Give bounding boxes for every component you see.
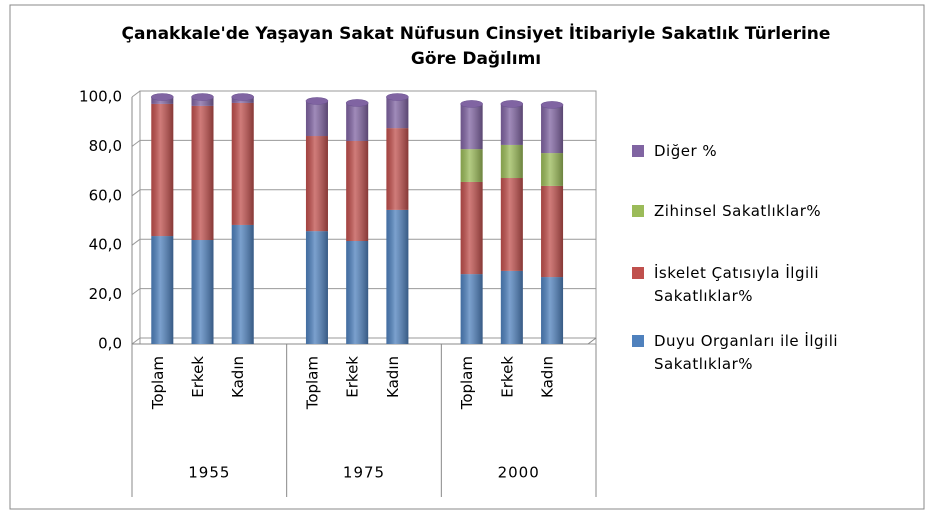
legend-label: Zihinsel Sakatlıklar%: [654, 202, 822, 220]
bar-shade: [500, 270, 523, 344]
y-tick-label: 100,0: [79, 88, 122, 106]
x-tick-label: Toplam: [303, 356, 321, 410]
legend-swatch: [632, 267, 644, 279]
bar-shade: [151, 103, 174, 237]
bar-shade: [541, 104, 564, 154]
legend-label: İskelet Çatısıyla İlgili Sakatlıklar%: [654, 264, 819, 305]
bar-shade: [500, 144, 523, 179]
x-tick-label: Erkek: [344, 356, 362, 398]
bar-shade: [231, 102, 254, 225]
y-tick-label: 0,0: [98, 335, 122, 353]
bar-shade: [541, 153, 564, 186]
chart-title: Çanakkale'de Yaşayan Sakat Nüfusun Cinsi…: [121, 24, 831, 69]
bar-cap: [151, 93, 174, 101]
group-label: 1975: [343, 464, 385, 482]
bar-shade: [346, 102, 369, 141]
legend-item: İskelet Çatısıyla İlgili Sakatlıklar%: [632, 262, 922, 308]
bar-shade: [305, 136, 328, 232]
x-tick-label: Kadın: [539, 356, 557, 398]
bar-cap: [345, 99, 369, 107]
bar-cap: [540, 101, 564, 109]
bar-shade: [231, 224, 254, 344]
x-tick-label: Toplam: [149, 356, 167, 410]
bar-shade: [500, 103, 523, 145]
legend-item: Duyu Organları ile İlgili Sakatlıklar%: [632, 330, 922, 376]
bar-shade: [191, 240, 214, 344]
legend-item: Zihinsel Sakatlıklar%: [632, 200, 922, 223]
legend-swatch: [632, 145, 644, 157]
bar-shade: [460, 149, 483, 182]
bar-shade: [460, 181, 483, 275]
bar-cap: [386, 93, 409, 101]
bar-shade: [386, 209, 409, 344]
grid-line: [131, 90, 141, 98]
bar-shade: [460, 274, 483, 344]
bar-shade: [305, 100, 328, 137]
bar-shade: [460, 103, 483, 150]
y-tick-label: 60,0: [89, 186, 122, 204]
legend-label: Diğer %: [654, 142, 718, 160]
floor-edge: [587, 337, 597, 345]
bar-shade: [346, 140, 369, 242]
grid-line: [131, 337, 141, 345]
bar-shade: [191, 97, 214, 106]
bar-shade: [386, 128, 409, 210]
bar-shade: [305, 231, 328, 344]
bar-shade: [541, 277, 564, 344]
y-tick-label: 20,0: [89, 285, 122, 303]
x-tick-label: Kadın: [384, 356, 402, 398]
x-tick-label: Toplam: [458, 356, 476, 410]
x-tick-label: Kadın: [229, 356, 247, 398]
y-tick-label: 40,0: [89, 236, 122, 254]
legend-swatch: [632, 205, 644, 217]
bar-cap: [191, 93, 214, 101]
bar-cap: [305, 97, 329, 105]
bar-shade: [541, 185, 564, 278]
x-tick-label: Erkek: [189, 356, 207, 398]
bar-shade: [191, 105, 214, 241]
bar-shade: [346, 241, 369, 344]
grid-line: [131, 238, 141, 246]
bar-cap: [231, 93, 254, 101]
bar-shade: [500, 178, 523, 271]
x-tick-label: Erkek: [498, 356, 516, 398]
bar-cap: [500, 100, 524, 108]
group-label: 1955: [188, 464, 230, 482]
legend-swatch: [632, 335, 644, 347]
legend-item: Diğer %: [632, 140, 922, 163]
grid-line: [131, 288, 141, 296]
bar-shade: [151, 236, 174, 344]
bar-shade: [386, 97, 409, 129]
y-tick-label: 80,0: [89, 137, 122, 155]
group-label: 2000: [498, 464, 540, 482]
bar-cap: [460, 100, 483, 108]
grid-line: [131, 189, 141, 197]
grid-line: [131, 139, 141, 147]
legend-label: Duyu Organları ile İlgili Sakatlıklar%: [654, 332, 839, 373]
